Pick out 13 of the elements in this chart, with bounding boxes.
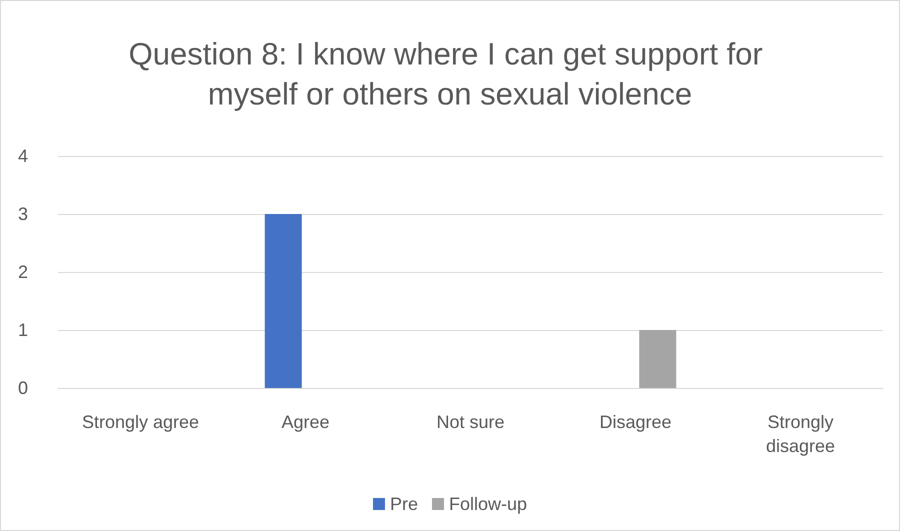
x-tick-label: Strongly disagree xyxy=(766,412,836,456)
y-tick-label: 4 xyxy=(18,146,28,166)
y-tick-label: 2 xyxy=(18,262,28,282)
x-tick-label: Disagree xyxy=(599,412,672,432)
x-tick-label: Strongly agree xyxy=(82,412,200,432)
x-tick-label: Agree xyxy=(281,412,330,432)
y-tick-label: 1 xyxy=(18,320,28,340)
y-tick-label: 0 xyxy=(18,378,28,398)
legend-label: Pre xyxy=(390,494,418,514)
y-tick-label: 3 xyxy=(18,204,28,224)
x-tick-label: Not sure xyxy=(436,412,505,432)
legend-label: Follow-up xyxy=(448,494,528,514)
chart-title: Question 8: I know where I can get support for myself or others on sexual violence xyxy=(128,36,772,112)
